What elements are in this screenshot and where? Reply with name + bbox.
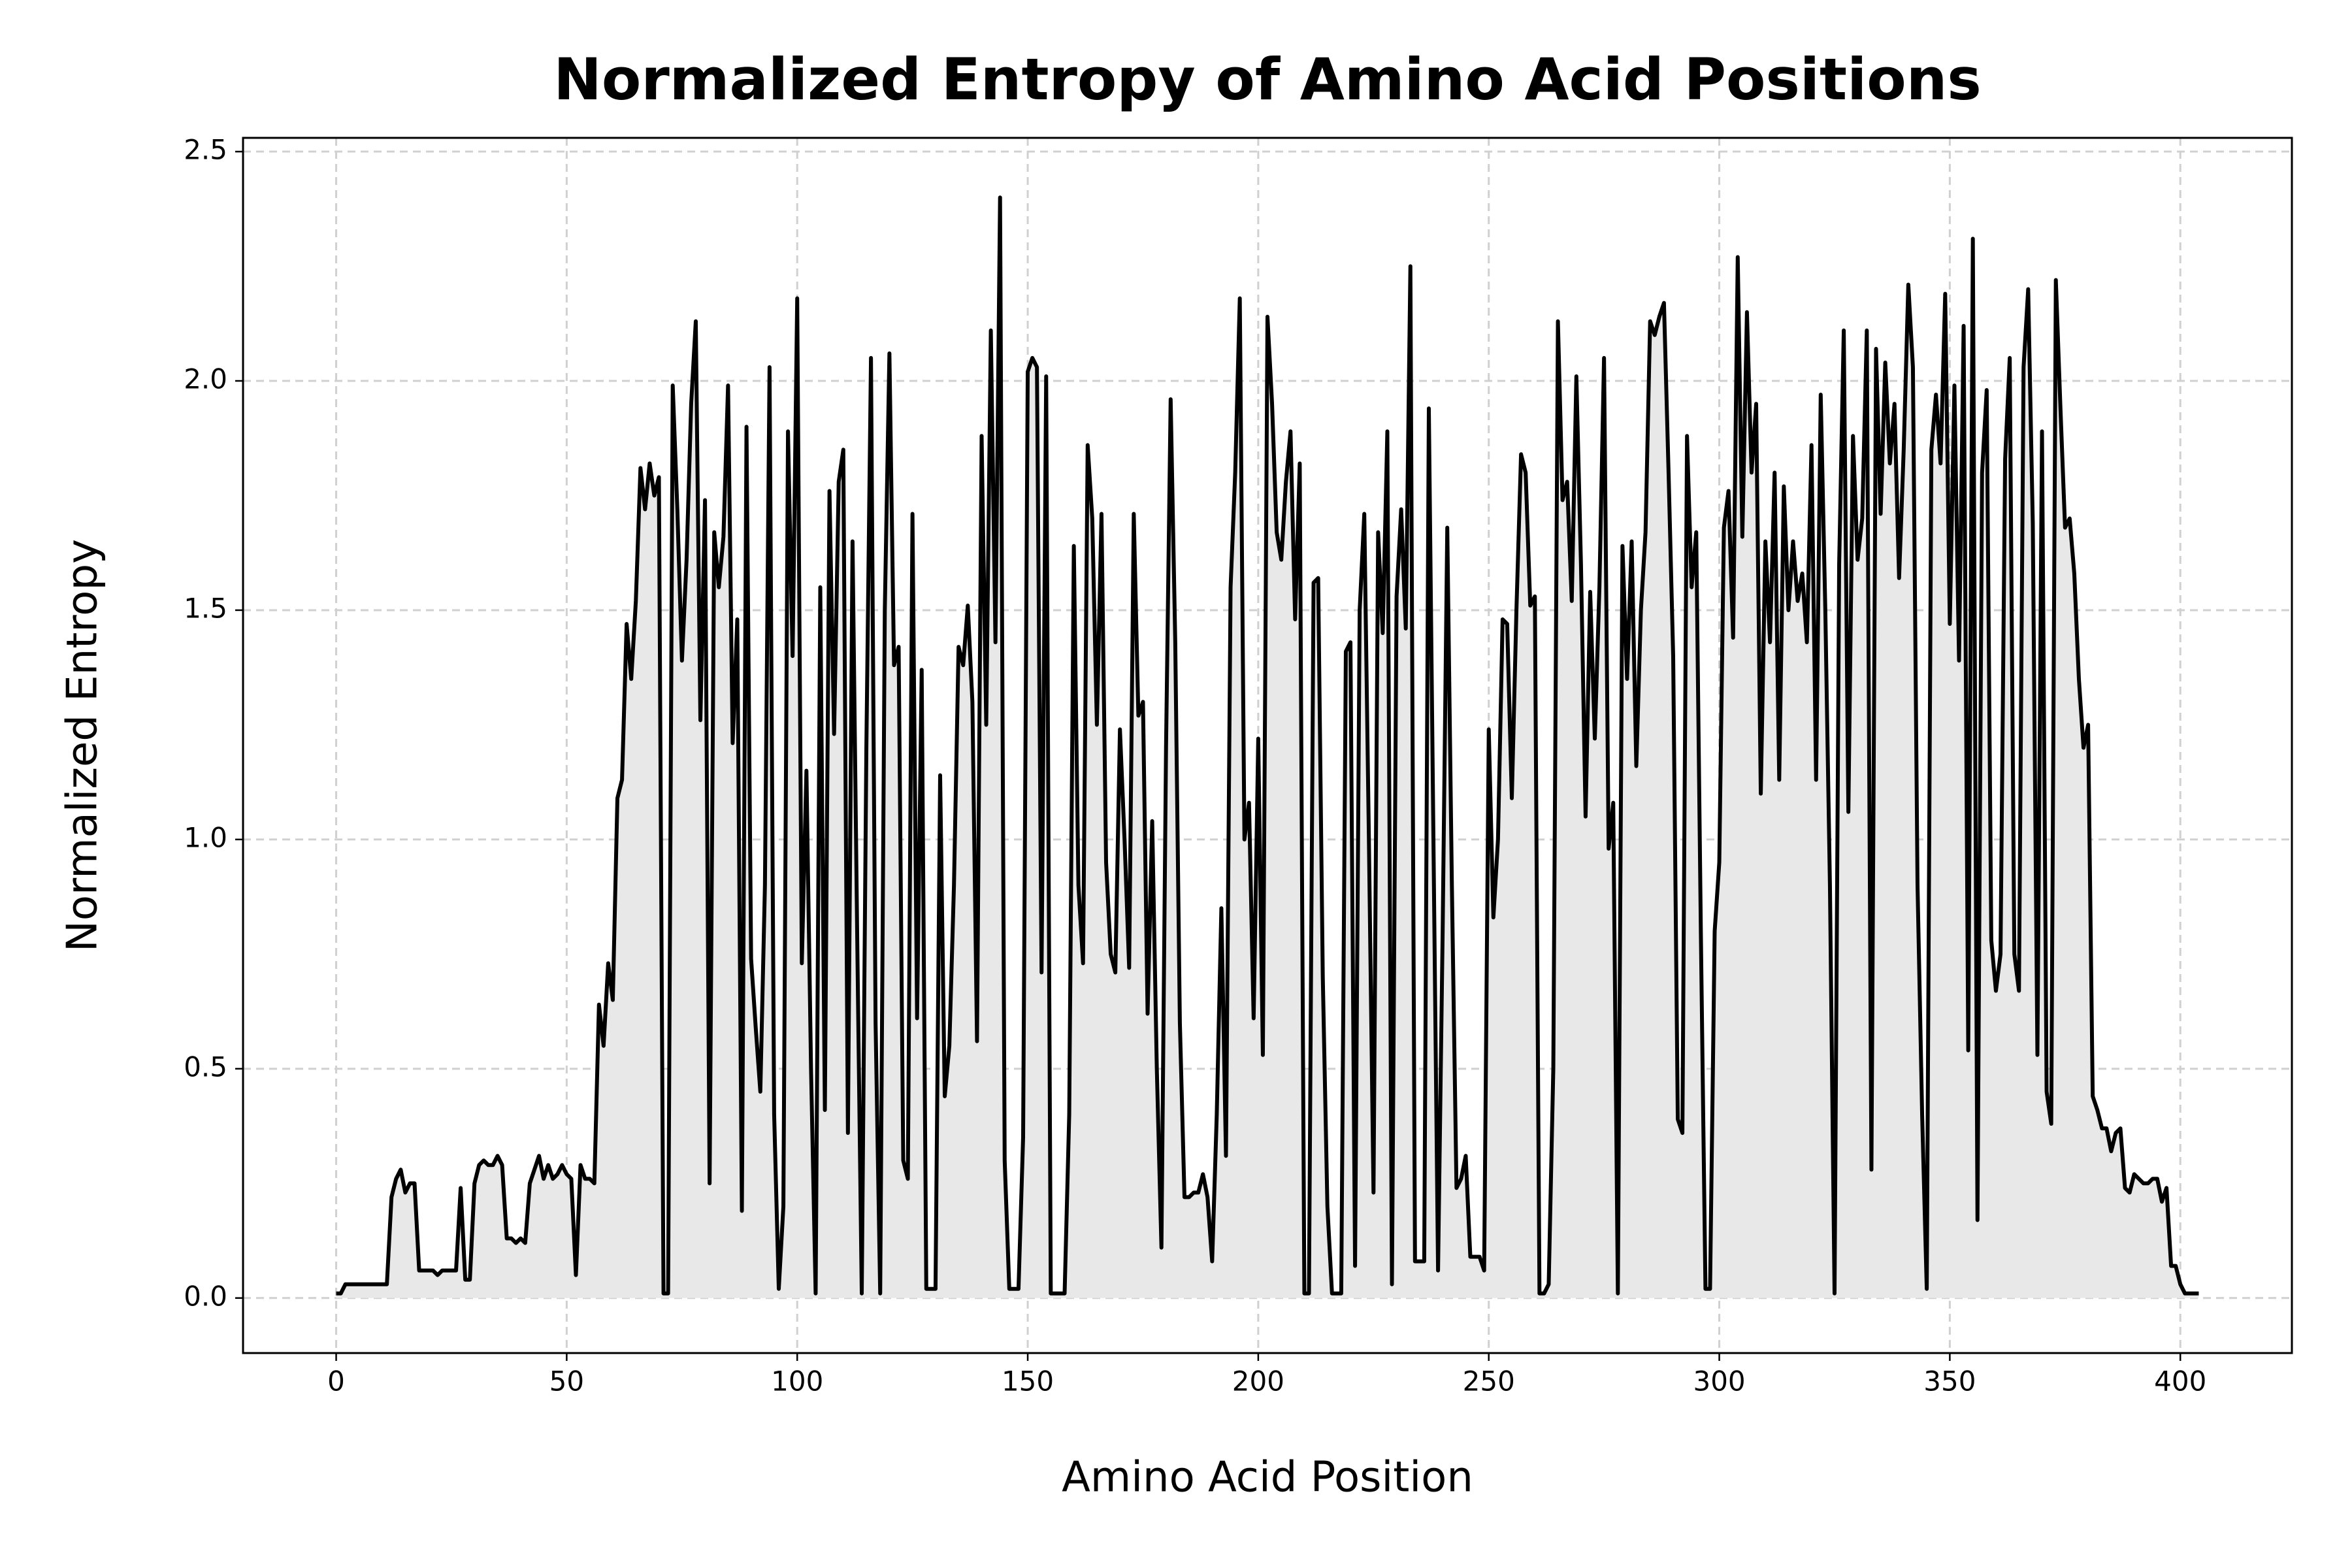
x-tick-label: 300 <box>1693 1365 1745 1397</box>
y-tick-label: 2.0 <box>184 363 227 395</box>
x-tick-label: 50 <box>549 1365 584 1397</box>
x-tick-label: 350 <box>1923 1365 1976 1397</box>
plot-frame <box>242 137 2293 1354</box>
x-tick-label: 100 <box>771 1365 823 1397</box>
x-tick-label: 0 <box>327 1365 345 1397</box>
y-tick-label: 1.0 <box>184 821 227 853</box>
area-fill <box>336 197 2199 1298</box>
line <box>336 195 2199 1296</box>
y-tick-label: 0.5 <box>184 1051 227 1083</box>
y-axis-label: Normalized Entropy <box>59 539 107 952</box>
y-tick-label: 2.5 <box>184 134 227 166</box>
chart-title: Normalized Entropy of Amino Acid Positio… <box>553 46 1981 113</box>
y-tick-label: 0.0 <box>184 1280 227 1312</box>
y-tick-label: 1.5 <box>184 592 227 624</box>
x-axis-label: Amino Acid Position <box>1062 1454 1473 1502</box>
x-tick-label: 150 <box>1002 1365 1054 1397</box>
x-tick-label: 200 <box>1232 1365 1284 1397</box>
x-tick-label: 400 <box>2154 1365 2206 1397</box>
x-tick-label: 250 <box>1463 1365 1515 1397</box>
